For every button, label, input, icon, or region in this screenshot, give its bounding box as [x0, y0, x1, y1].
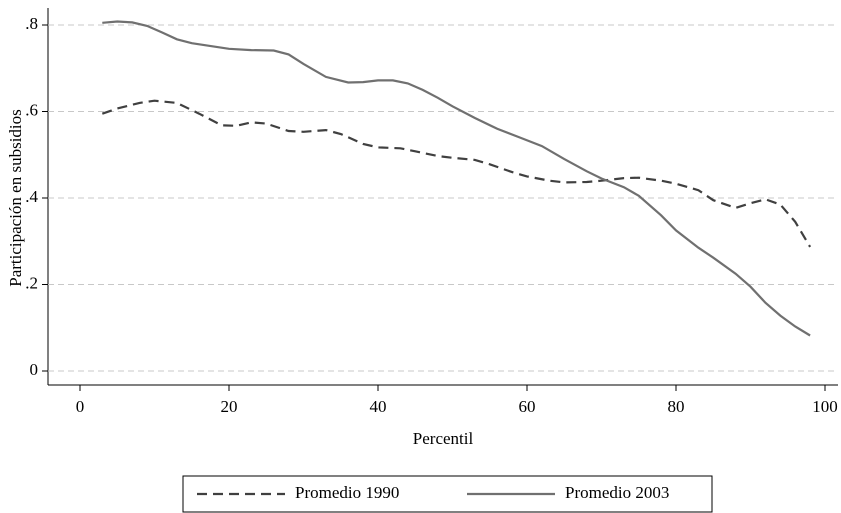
y-tick-label: 0 — [30, 360, 39, 379]
y-tick-label: .2 — [25, 273, 38, 292]
y-tick-label: .6 — [25, 100, 38, 119]
y-axis-label: Participación en subsidios — [6, 109, 25, 287]
legend-box — [182, 475, 713, 513]
x-tick-label: 40 — [370, 397, 387, 416]
y-tick-label: .4 — [25, 187, 38, 206]
line-series — [101, 99, 812, 248]
x-tick-label: 80 — [668, 397, 685, 416]
legend-label: Promedio 2003 — [565, 483, 669, 502]
line-series — [102, 20, 811, 337]
x-tick-label: 20 — [221, 397, 238, 416]
x-tick-label: 100 — [812, 397, 838, 416]
x-tick-label: 0 — [76, 397, 85, 416]
x-tick-label: 60 — [519, 397, 536, 416]
legend-label: Promedio 1990 — [295, 483, 399, 502]
x-axis-label: Percentil — [413, 429, 474, 448]
y-tick-label: .8 — [25, 14, 38, 33]
